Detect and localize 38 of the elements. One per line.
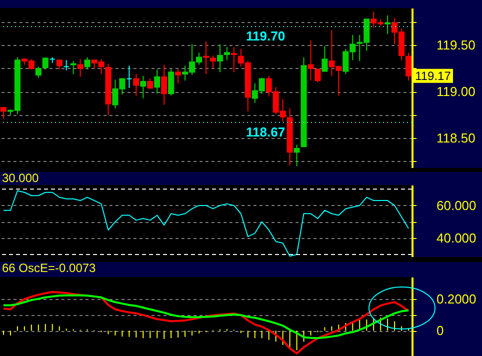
- candlestick: [161, 64, 168, 106]
- y-tick-label: 60.000: [436, 198, 476, 213]
- y-tick-label: 40.000: [436, 230, 476, 246]
- candlestick: [77, 58, 84, 78]
- candlestick: [126, 65, 132, 88]
- y-tick-label: 119.00: [436, 84, 476, 100]
- y-tick-label: 0.2000: [436, 292, 476, 307]
- line-series: [2, 291, 410, 354]
- ref-line-label: 118.67: [246, 124, 286, 140]
- candlestick: [42, 56, 48, 70]
- candlestick: [175, 68, 182, 84]
- line-series: [2, 190, 410, 257]
- chart-title: 30.000: [0, 171, 482, 185]
- candlestick: [230, 46, 237, 73]
- candlestick: [35, 66, 42, 78]
- candlestick: [294, 144, 300, 167]
- ref-line-label: 119.70: [246, 28, 286, 44]
- y-tick-label: 0: [436, 323, 444, 338]
- candlestick: [133, 74, 140, 96]
- candlestick: [63, 60, 70, 71]
- candlestick: [0, 107, 7, 120]
- y-tick-label: 119.50: [436, 38, 476, 53]
- candlestick: [84, 56, 90, 70]
- candlestick: [224, 46, 230, 61]
- y-tick-label: 118.50: [436, 130, 476, 146]
- candlestick: [56, 60, 62, 70]
- candlestick: [384, 14, 391, 35]
- chart-title: 66 OscE=-0.0073: [0, 261, 482, 277]
- annotation: 119.17: [415, 68, 452, 83]
- candlestick: [314, 68, 321, 83]
- candlestick: [216, 44, 223, 73]
- candlestick: [147, 78, 154, 90]
- candlestick: [322, 46, 328, 72]
- candlestick: [308, 40, 314, 82]
- line-series: [2, 294, 410, 340]
- candlestick: [140, 75, 146, 99]
- candlestick: [168, 68, 174, 96]
- candlestick: [154, 68, 160, 94]
